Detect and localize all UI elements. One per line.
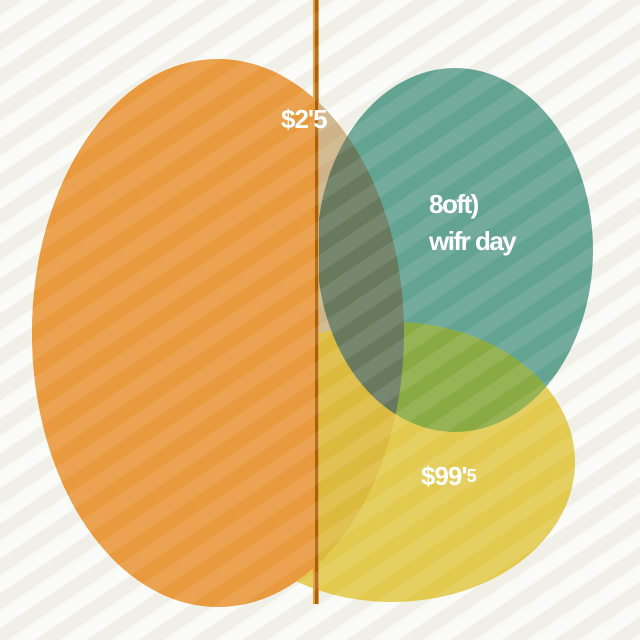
- yellow-circle-label: $99'5: [421, 461, 477, 492]
- yellow-circle-label-sup: 5: [466, 466, 477, 486]
- orange-circle-label: $2'5: [281, 104, 328, 134]
- teal-circle-label: 8oft) wifr day: [429, 186, 517, 260]
- divider-line-core: [315, 0, 318, 604]
- teal-circle-label-line2: wifr day: [429, 226, 517, 256]
- orange-circle-left-solid: [32, 59, 316, 607]
- teal-circle-label-line1: 8oft): [429, 189, 479, 219]
- overlap-teal-yellow: [317, 322, 575, 432]
- yellow-circle-label-main: $99': [421, 461, 468, 491]
